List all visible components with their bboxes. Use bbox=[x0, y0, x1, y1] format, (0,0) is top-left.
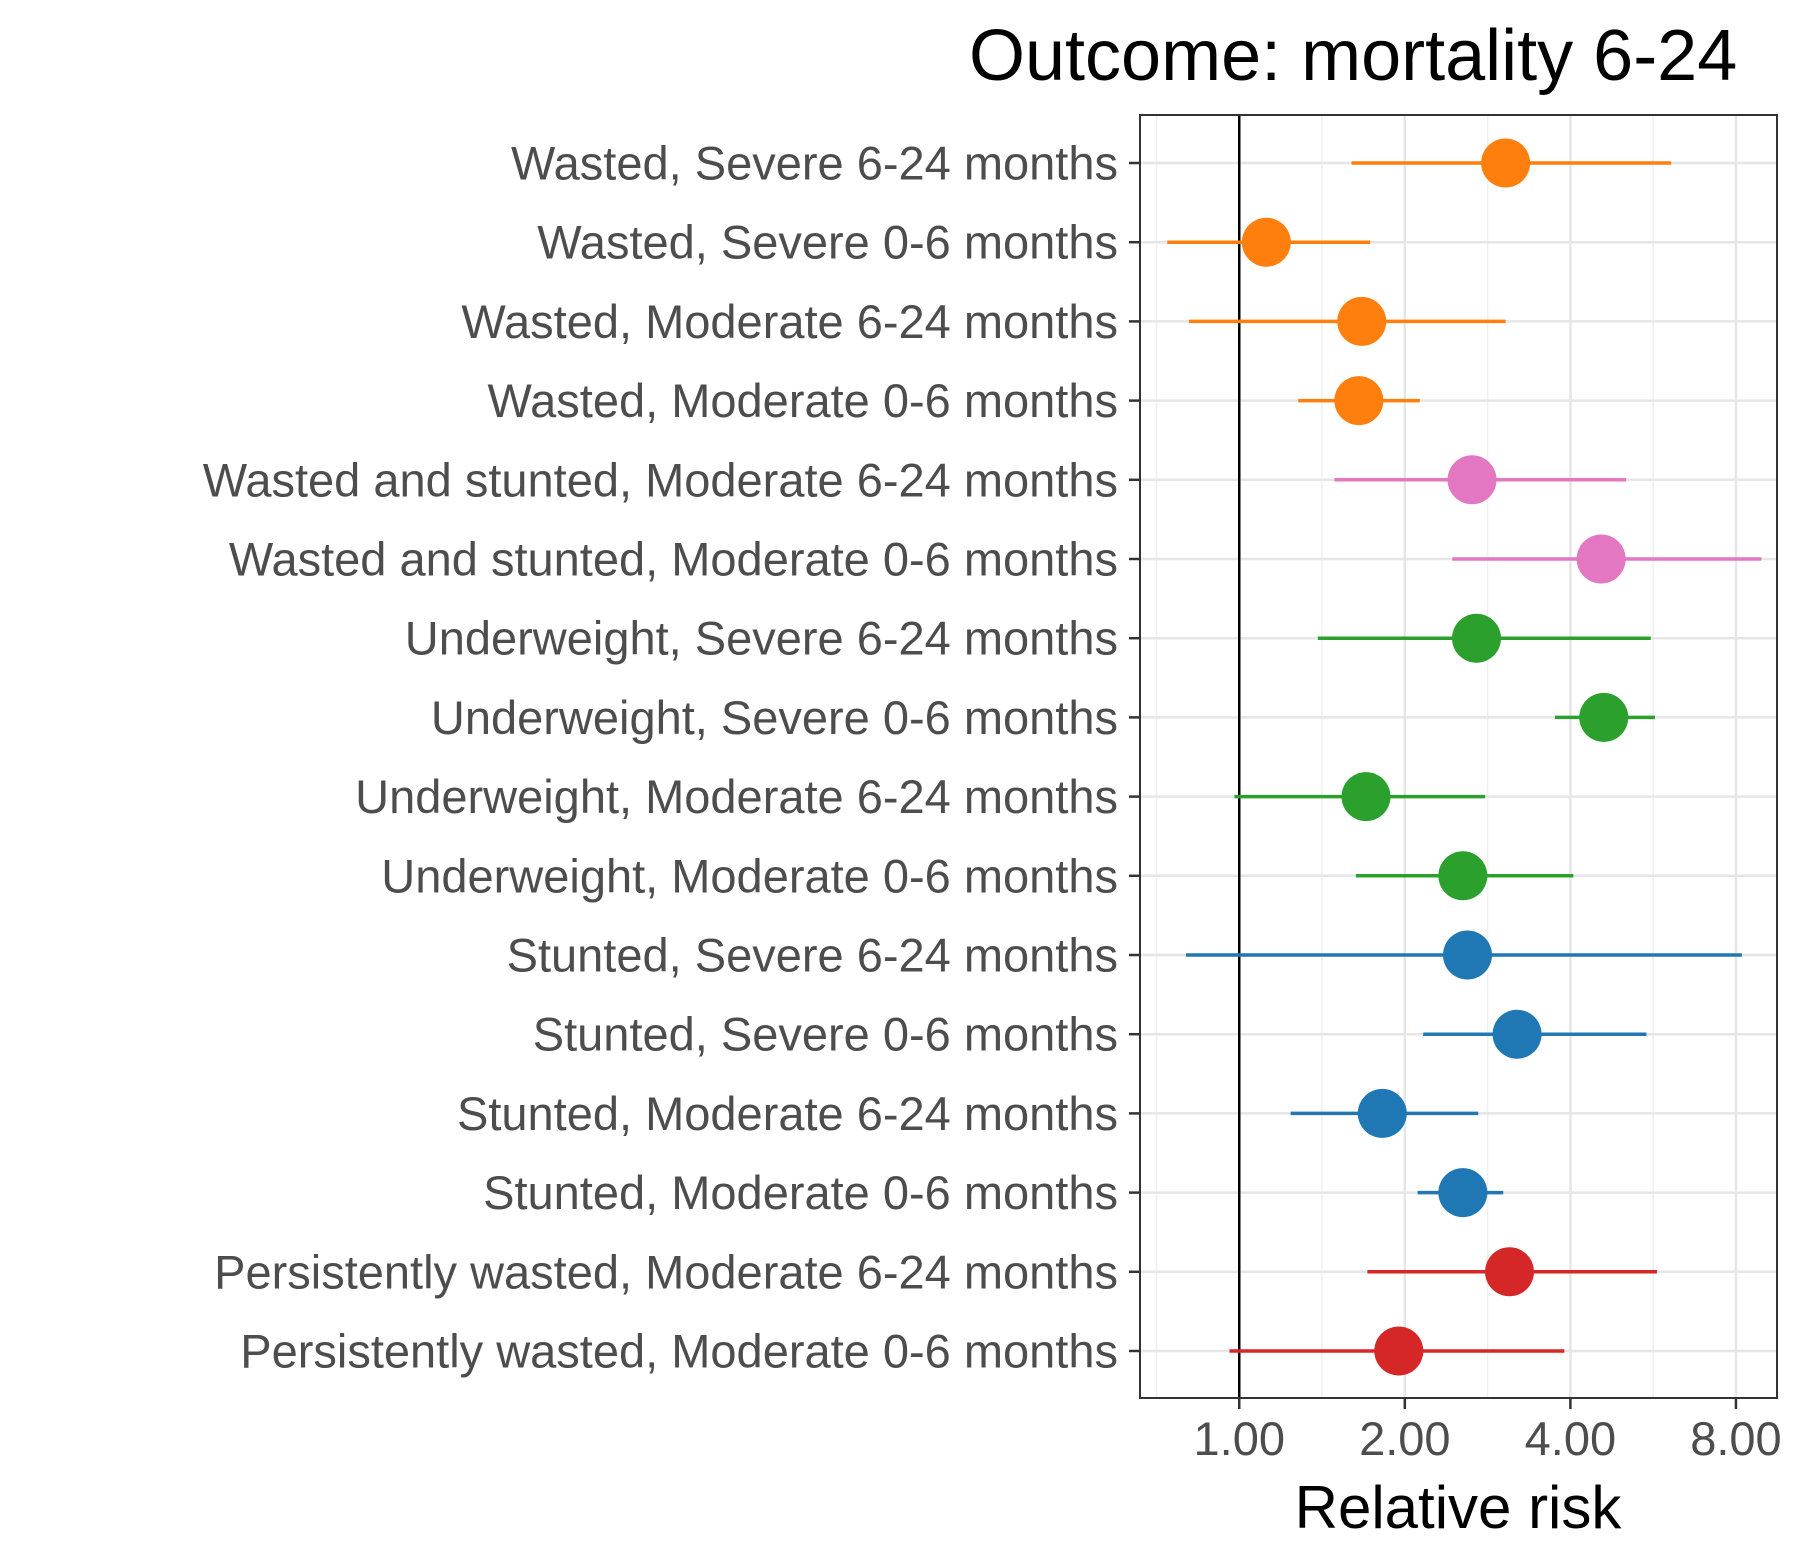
y-tick-label: Underweight, Severe 0-6 months bbox=[431, 691, 1118, 744]
y-tick-label: Wasted, Severe 0-6 months bbox=[537, 216, 1118, 269]
point-estimate bbox=[1492, 1009, 1542, 1059]
y-tick-label: Persistently wasted, Moderate 6-24 month… bbox=[214, 1245, 1118, 1298]
y-tick-label: Wasted, Severe 6-24 months bbox=[511, 137, 1118, 190]
y-tick-label: Stunted, Moderate 6-24 months bbox=[457, 1087, 1118, 1140]
point-estimate bbox=[1357, 1088, 1407, 1138]
x-axis: 1.00 2.00 4.00 8.00 bbox=[1194, 1398, 1782, 1465]
y-tick-label: Stunted, Severe 0-6 months bbox=[533, 1008, 1118, 1061]
y-tick-label: Underweight, Severe 6-24 months bbox=[405, 612, 1118, 665]
x-tick-label: 2.00 bbox=[1359, 1412, 1450, 1465]
point-estimate bbox=[1452, 613, 1502, 663]
point-estimate bbox=[1576, 534, 1626, 584]
chart-title: Outcome: mortality 6-24 bbox=[969, 16, 1737, 96]
point-estimate bbox=[1241, 217, 1291, 267]
point-estimate bbox=[1438, 851, 1488, 901]
point-estimate bbox=[1341, 772, 1391, 822]
point-estimate bbox=[1442, 930, 1492, 980]
y-tick-label: Wasted, Moderate 0-6 months bbox=[488, 374, 1118, 427]
data-marks bbox=[1167, 138, 1762, 1376]
x-axis-title: Relative risk bbox=[1295, 1474, 1623, 1541]
y-tick-label: Underweight, Moderate 6-24 months bbox=[355, 770, 1118, 823]
y-tick-label: Persistently wasted, Moderate 0-6 months bbox=[240, 1325, 1118, 1378]
point-estimate bbox=[1334, 376, 1384, 426]
y-axis: Wasted, Severe 6-24 months Wasted, Severe… bbox=[203, 137, 1140, 1378]
y-tick-label: Wasted and stunted, Moderate 0-6 months bbox=[229, 533, 1118, 586]
y-tick-label: Stunted, Severe 6-24 months bbox=[507, 929, 1118, 982]
point-estimate bbox=[1579, 692, 1629, 742]
point-estimate bbox=[1337, 296, 1387, 346]
point-estimate bbox=[1374, 1326, 1424, 1376]
y-tick-label: Underweight, Moderate 0-6 months bbox=[381, 849, 1118, 902]
y-tick-label: Wasted and stunted, Moderate 6-24 months bbox=[203, 453, 1118, 506]
point-estimate bbox=[1485, 1247, 1535, 1297]
y-tick-label: Wasted, Moderate 6-24 months bbox=[461, 295, 1118, 348]
point-estimate bbox=[1447, 455, 1497, 505]
x-tick-label: 8.00 bbox=[1690, 1412, 1781, 1465]
x-tick-label: 1.00 bbox=[1194, 1412, 1285, 1465]
y-tick-label: Stunted, Moderate 0-6 months bbox=[483, 1166, 1118, 1219]
x-tick-label: 4.00 bbox=[1525, 1412, 1616, 1465]
panel-border bbox=[1139, 114, 1778, 1399]
point-estimate bbox=[1481, 138, 1531, 188]
point-estimate bbox=[1438, 1168, 1488, 1218]
